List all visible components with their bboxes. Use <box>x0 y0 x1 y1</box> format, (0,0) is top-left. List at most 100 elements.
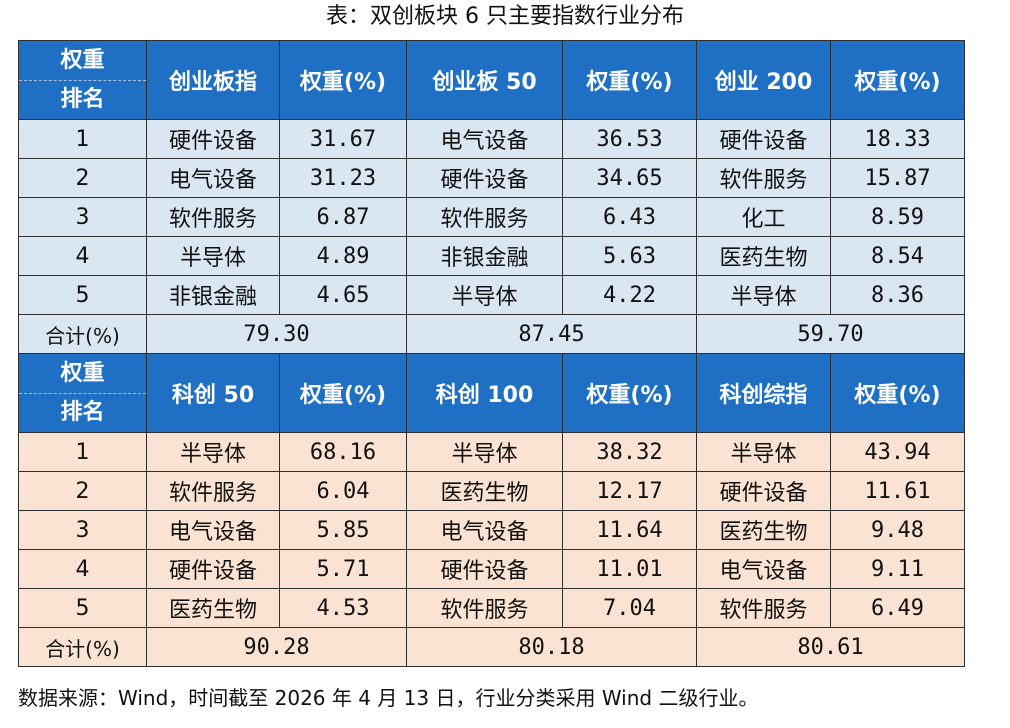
industry-cell: 软件服务 <box>406 197 563 237</box>
rank-cell: 5 <box>18 588 147 628</box>
header-row: 权重 排名 科创 50 权重(%) 科创 100 权重(%) 科创综指 权重(%) <box>18 353 965 433</box>
weight-cell: 43.94 <box>830 432 965 472</box>
weight-cell: 8.59 <box>830 197 965 237</box>
industry-cell: 硬件设备 <box>406 158 563 198</box>
table-title: 表：双创板块 6 只主要指数行业分布 <box>326 4 684 29</box>
weight-cell: 8.54 <box>830 236 965 276</box>
industry-cell: 软件服务 <box>696 158 831 198</box>
rank-cell: 1 <box>18 432 147 472</box>
industry-cell: 半导体 <box>696 432 831 472</box>
industry-cell: 半导体 <box>406 275 563 315</box>
industry-cell: 硬件设备 <box>696 471 831 511</box>
industry-cell: 化工 <box>696 197 831 237</box>
industry-cell: 医药生物 <box>696 236 831 276</box>
industry-cell: 电气设备 <box>406 119 563 159</box>
industry-cell: 软件服务 <box>146 197 280 237</box>
total-label: 合计(%) <box>18 627 147 667</box>
weight-cell: 4.89 <box>279 236 407 276</box>
rank-cell: 3 <box>18 510 147 550</box>
industry-cell: 非银金融 <box>406 236 563 276</box>
industry-cell: 硬件设备 <box>696 119 831 159</box>
table-row: 4 半导体 4.89 非银金融 5.63 医药生物 8.54 <box>18 236 965 276</box>
weight-cell: 6.04 <box>279 471 407 511</box>
industry-cell: 硬件设备 <box>406 549 563 589</box>
rank-cell: 2 <box>18 471 147 511</box>
weight-cell: 11.01 <box>562 549 697 589</box>
total-value: 90.28 <box>146 627 407 667</box>
footnote: 数据来源：Wind，时间截至 2026 年 4 月 13 日，行业分类采用 Wi… <box>18 686 759 710</box>
table-row: 2 软件服务 6.04 医药生物 12.17 硬件设备 11.61 <box>18 471 965 511</box>
rank-header-top: 权重 <box>19 355 146 394</box>
industry-cell: 医药生物 <box>146 588 280 628</box>
weight-cell: 6.43 <box>562 197 697 237</box>
weight-cell: 11.64 <box>562 510 697 550</box>
rank-cell: 4 <box>18 236 147 276</box>
weight-cell: 36.53 <box>562 119 697 159</box>
weight-header: 权重(%) <box>562 353 697 433</box>
table-row: 4 硬件设备 5.71 硬件设备 11.01 电气设备 9.11 <box>18 549 965 589</box>
weight-cell: 38.32 <box>562 432 697 472</box>
index-name-header: 创业 200 <box>696 40 831 120</box>
bottom-group: 权重 排名 科创 50 权重(%) 科创 100 权重(%) 科创综指 权重(%) 1 半导体 68… <box>18 353 965 667</box>
rank-header: 权重 排名 <box>18 40 147 120</box>
rank-cell: 2 <box>18 158 147 198</box>
industry-cell: 硬件设备 <box>146 549 280 589</box>
weight-cell: 12.17 <box>562 471 697 511</box>
table-row: 2 电气设备 31.23 硬件设备 34.65 软件服务 15.87 <box>18 158 965 198</box>
weight-cell: 6.87 <box>279 197 407 237</box>
weight-cell: 8.36 <box>830 275 965 315</box>
weight-cell: 4.22 <box>562 275 697 315</box>
table-row: 3 软件服务 6.87 软件服务 6.43 化工 8.59 <box>18 197 965 237</box>
weight-cell: 11.61 <box>830 471 965 511</box>
weight-cell: 9.48 <box>830 510 965 550</box>
weight-header: 权重(%) <box>830 353 965 433</box>
total-label: 合计(%) <box>18 314 147 354</box>
table-row: 5 医药生物 4.53 软件服务 7.04 软件服务 6.49 <box>18 588 965 628</box>
weight-cell: 9.11 <box>830 549 965 589</box>
total-row: 合计(%) 90.28 80.18 80.61 <box>18 627 965 667</box>
total-value: 80.61 <box>696 627 965 667</box>
rank-cell: 3 <box>18 197 147 237</box>
weight-header: 权重(%) <box>279 353 407 433</box>
table-row: 1 硬件设备 31.67 电气设备 36.53 硬件设备 18.33 <box>18 119 965 159</box>
industry-cell: 电气设备 <box>406 510 563 550</box>
top-group: 权重 排名 创业板指 权重(%) 创业板 50 权重(%) 创业 200 权重(%) 1 硬件设备… <box>18 40 965 354</box>
weight-cell: 34.65 <box>562 158 697 198</box>
table-row: 3 电气设备 5.85 电气设备 11.64 医药生物 9.48 <box>18 510 965 550</box>
weight-cell: 4.53 <box>279 588 407 628</box>
industry-cell: 医药生物 <box>696 510 831 550</box>
index-name-header: 科创 50 <box>146 353 280 433</box>
total-value: 79.30 <box>146 314 407 354</box>
weight-header: 权重(%) <box>279 40 407 120</box>
weight-cell: 4.65 <box>279 275 407 315</box>
weight-cell: 31.23 <box>279 158 407 198</box>
index-name-header: 科创综指 <box>696 353 831 433</box>
weight-cell: 15.87 <box>830 158 965 198</box>
industry-cell: 非银金融 <box>146 275 280 315</box>
index-name-header: 创业板 50 <box>406 40 563 120</box>
industry-cell: 电气设备 <box>146 158 280 198</box>
table-row: 1 半导体 68.16 半导体 38.32 半导体 43.94 <box>18 432 965 472</box>
weight-cell: 5.85 <box>279 510 407 550</box>
weight-cell: 7.04 <box>562 588 697 628</box>
rank-header-bottom: 排名 <box>60 86 105 112</box>
rank-cell: 1 <box>18 119 147 159</box>
weight-header: 权重(%) <box>562 40 697 120</box>
rank-cell: 4 <box>18 549 147 589</box>
industry-cell: 软件服务 <box>696 588 831 628</box>
weight-cell: 31.67 <box>279 119 407 159</box>
total-value: 87.45 <box>406 314 697 354</box>
weight-cell: 5.71 <box>279 549 407 589</box>
index-name-header: 科创 100 <box>406 353 563 433</box>
industry-cell: 电气设备 <box>146 510 280 550</box>
industry-cell: 医药生物 <box>406 471 563 511</box>
header-row: 权重 排名 创业板指 权重(%) 创业板 50 权重(%) 创业 200 权重(%) <box>18 40 965 120</box>
weight-cell: 18.33 <box>830 119 965 159</box>
industry-cell: 半导体 <box>146 236 280 276</box>
weight-cell: 6.49 <box>830 588 965 628</box>
index-industry-table: 权重 排名 创业板指 权重(%) 创业板 50 权重(%) 创业 200 权重(%) 1 硬件设备… <box>18 40 965 667</box>
weight-cell: 5.63 <box>562 236 697 276</box>
rank-header: 权重 排名 <box>18 353 147 433</box>
rank-header-top: 权重 <box>19 42 146 81</box>
index-name-header: 创业板指 <box>146 40 280 120</box>
